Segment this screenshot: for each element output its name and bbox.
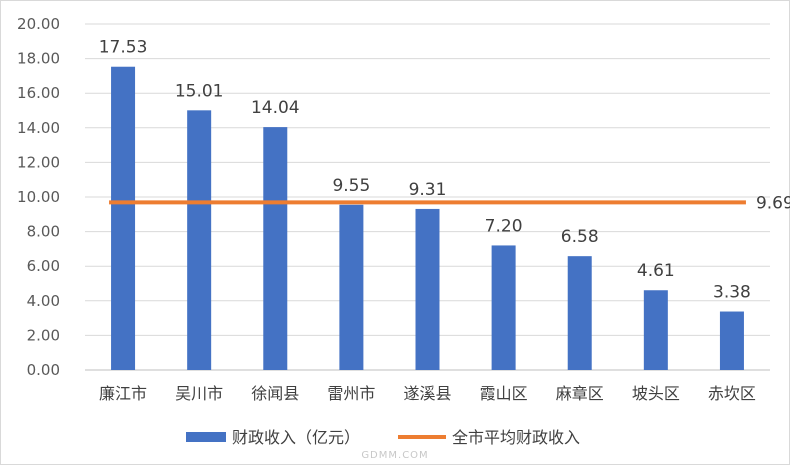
bar (643, 290, 668, 370)
bar-value-label: 9.31 (409, 180, 447, 200)
bar (111, 66, 136, 370)
bar (415, 208, 440, 370)
y-tick-label: 6.00 (27, 257, 60, 275)
bars (111, 66, 744, 371)
x-category-label: 遂溪县 (403, 384, 451, 403)
bar-value-label: 7.20 (485, 216, 523, 236)
data-labels: 17.53 15.01 14.04 9.55 9.31 7.20 6.58 4.61 3.38 9… (99, 38, 790, 303)
bar (187, 110, 212, 371)
y-tick-label: 16.00 (17, 84, 60, 102)
legend-line-label: 全市平均财政收入 (452, 428, 580, 447)
bar (263, 127, 288, 370)
bar-value-label: 9.55 (332, 176, 370, 196)
x-category-label: 坡头区 (632, 384, 680, 403)
y-tick-label: 4.00 (27, 292, 60, 310)
x-category-label: 廉江市 (99, 384, 147, 403)
x-category-label: 赤坎区 (708, 384, 756, 403)
x-category-label: 吴川市 (175, 384, 223, 403)
bar-value-label: 4.61 (637, 261, 675, 281)
y-tick-label: 12.00 (17, 153, 60, 171)
bar (719, 311, 744, 370)
legend-bar-label: 财政收入（亿元） (232, 428, 360, 447)
x-category-label: 雷州市 (327, 384, 375, 403)
y-axis-ticks: 0.00 2.00 4.00 6.00 8.00 10.00 12.00 14.00 16.00… (17, 15, 60, 379)
y-tick-label: 0.00 (27, 361, 60, 379)
bar (491, 245, 516, 370)
legend-bar-swatch (186, 432, 226, 442)
y-tick-label: 14.00 (17, 119, 60, 137)
x-category-label: 霞山区 (480, 384, 528, 403)
bar (567, 256, 592, 370)
y-tick-label: 18.00 (17, 50, 60, 68)
legend: 财政收入（亿元） 全市平均财政收入 (186, 428, 580, 447)
bar-value-label: 15.01 (175, 81, 224, 101)
watermark: GDMM.COM (361, 450, 428, 461)
bar-value-label: 17.53 (99, 38, 148, 58)
x-category-label: 麻章区 (556, 384, 604, 403)
x-axis-categories: 廉江市 吴川市 徐闻县 雷州市 遂溪县 霞山区 麻章区 坡头区 赤坎区 (99, 384, 756, 403)
y-tick-label: 20.00 (17, 15, 60, 33)
bar-value-label: 6.58 (561, 227, 599, 247)
bar (339, 204, 364, 370)
y-tick-label: 2.00 (27, 326, 60, 344)
bar-value-label: 3.38 (713, 283, 751, 303)
y-tick-label: 10.00 (17, 188, 60, 206)
average-line-label: 9.69 (756, 193, 790, 213)
bar-value-label: 14.04 (251, 98, 300, 118)
y-tick-label: 8.00 (27, 223, 60, 241)
x-category-label: 徐闻县 (251, 384, 299, 403)
